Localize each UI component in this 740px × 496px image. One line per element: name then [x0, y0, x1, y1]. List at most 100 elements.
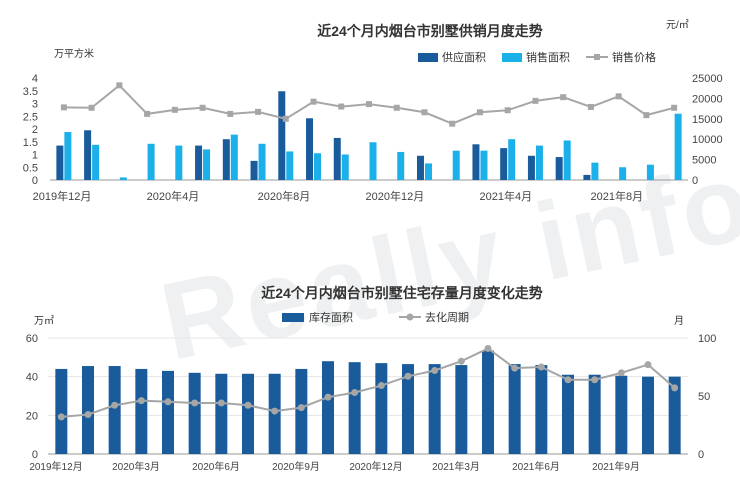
line-point: [532, 97, 539, 104]
line-point: [137, 397, 145, 405]
x-tick-label: 2021年9月: [592, 460, 640, 473]
left-tick-label: 3.5: [23, 86, 38, 98]
bar-secondary: [480, 150, 488, 180]
bar-primary: [555, 157, 563, 180]
line-point: [511, 364, 519, 372]
bar-secondary: [147, 143, 155, 180]
right-tick-label: 50: [698, 391, 710, 403]
line-point: [84, 411, 92, 419]
bar-secondary: [535, 145, 543, 180]
bar-primary: [278, 91, 286, 180]
bar-primary: [642, 376, 654, 454]
bar-secondary: [64, 132, 72, 180]
line-point: [484, 344, 492, 352]
line-point: [615, 93, 622, 100]
line-point: [377, 382, 385, 390]
bar-primary: [306, 118, 314, 180]
line-point: [271, 407, 279, 415]
left-tick-label: 4: [32, 73, 38, 85]
bar-primary: [402, 364, 414, 454]
bar-primary: [416, 155, 424, 180]
left-tick-label: 0.5: [23, 162, 38, 174]
line-point: [449, 120, 456, 127]
right-tick-label: 20000: [692, 93, 723, 105]
right-tick-label: 5000: [692, 155, 716, 167]
line-point: [57, 413, 65, 421]
bar-primary: [668, 376, 681, 454]
left-tick-label: 40: [26, 372, 38, 384]
bar-secondary: [314, 153, 322, 180]
supply-sales-chart-panel: 近24个月内烟台市别墅供销月度走势 万平方米 元/㎡ 0 0.5 1 1.5 2 2.5 3 3.5…: [0, 0, 740, 212]
left-axis-unit-label: 万平方米: [54, 47, 94, 60]
line-point: [393, 104, 400, 111]
line-point: [310, 98, 317, 105]
line-point: [591, 376, 599, 384]
x-tick-label: 2020年3月: [112, 460, 160, 473]
bar-secondary: [397, 151, 405, 180]
bar-primary: [135, 368, 148, 454]
x-tick-label: 2019年12月: [29, 460, 82, 473]
left-tick-label: 20: [26, 410, 38, 422]
left-axis-unit-label: 万㎡: [34, 315, 54, 327]
line-point: [255, 108, 262, 115]
bar-primary: [188, 372, 201, 454]
x-tick-label: 2021年3月: [432, 460, 480, 473]
bar-primary: [222, 139, 230, 180]
line-point: [587, 103, 594, 110]
legend-label-0: 库存面积: [309, 310, 353, 324]
legend-marker-2: [594, 54, 600, 60]
right-tick-label: 15000: [692, 114, 723, 126]
bar-primary: [455, 365, 468, 454]
line-point: [366, 101, 372, 108]
bar-primary: [527, 155, 535, 180]
line-point: [504, 107, 511, 114]
line-point: [617, 369, 625, 377]
bar-primary: [195, 145, 203, 180]
bar-primary: [55, 368, 68, 454]
right-axis-unit-label: 元/㎡: [666, 19, 689, 31]
line-point: [351, 389, 359, 397]
bar-primary: [472, 144, 480, 180]
x-tick-label: 2021年8月: [590, 189, 643, 203]
line-point: [164, 398, 172, 406]
bar-primary: [535, 365, 548, 454]
line-point: [671, 384, 679, 392]
bar-secondary: [119, 177, 127, 180]
line-point: [227, 110, 234, 117]
right-tick-label: 0: [698, 449, 704, 461]
legend-label-2: 销售价格: [612, 50, 656, 64]
legend-swatch-1: [502, 53, 522, 62]
bar-secondary: [563, 140, 571, 180]
bar-primary: [82, 366, 94, 454]
bar-primary: [56, 145, 64, 180]
line-point: [171, 106, 178, 113]
bar-secondary: [591, 162, 599, 180]
bar-secondary: [230, 134, 238, 180]
line-point: [60, 104, 67, 111]
bar-primary: [482, 350, 494, 454]
supply-sales-chart: 近24个月内烟台市别墅供销月度走势万平方米元/㎡00.511.522.533.5…: [23, 19, 723, 203]
bar-primary: [215, 373, 228, 454]
line-point: [88, 104, 95, 111]
legend-label-1: 销售面积: [526, 50, 570, 64]
x-tick-label: 2021年6月: [512, 460, 560, 473]
line-point: [457, 357, 465, 365]
inventory-chart-panel: 近24个月内烟台市别墅住宅存量月度变化走势 万㎡ 月 0 20 40 60 0 50 100 201…: [0, 258, 740, 491]
bar-primary: [250, 160, 258, 180]
line-point: [537, 363, 545, 371]
legend-swatch-0: [418, 53, 438, 62]
chart-title: 近24个月内烟台市别墅供销月度走势: [317, 23, 543, 39]
line-point: [324, 393, 332, 401]
line-point: [199, 104, 206, 111]
left-tick-label: 3: [32, 99, 38, 111]
bar-secondary: [646, 164, 654, 180]
bar-primary: [162, 370, 174, 454]
bar-secondary: [175, 145, 183, 180]
bar-secondary: [369, 142, 377, 180]
left-tick-label: 2: [32, 124, 38, 136]
bar-primary: [108, 366, 121, 454]
line-point: [644, 361, 652, 369]
line-point: [564, 376, 572, 384]
legend-label-0: 供应面积: [442, 50, 486, 64]
bar-primary: [508, 364, 521, 454]
